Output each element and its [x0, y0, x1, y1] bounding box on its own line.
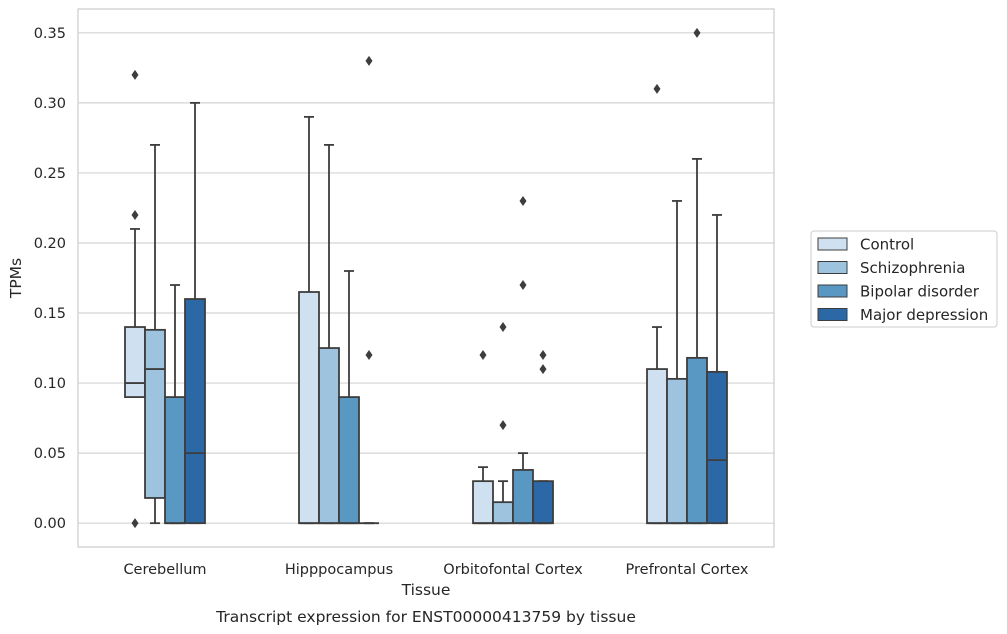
box — [666, 377, 688, 525]
box — [124, 326, 146, 398]
box-group — [532, 350, 554, 525]
outlier-point — [499, 420, 507, 431]
x-tick-label: Prefrontal Cortex — [626, 562, 749, 578]
boxes — [124, 27, 728, 529]
y-tick-label: 0.30 — [34, 96, 66, 112]
box-group — [646, 83, 668, 525]
outlier-point — [519, 195, 527, 206]
legend-swatch — [817, 308, 848, 321]
legend-label: Schizophrenia — [860, 259, 965, 277]
outlier-point — [653, 83, 661, 94]
box-group — [492, 322, 514, 525]
y-tick-labels: 0.00 0.05 0.10 0.15 0.20 0.25 0.30 0.35 — [34, 26, 66, 532]
box-group — [512, 195, 534, 525]
box — [338, 396, 360, 525]
outlier-point — [365, 55, 373, 66]
y-axis-label: TPMs — [7, 258, 25, 299]
box — [706, 370, 728, 525]
outlier-point — [539, 350, 547, 361]
box-group — [359, 55, 379, 525]
outlier-point — [131, 209, 139, 220]
y-tick-label: 0.35 — [34, 26, 66, 42]
box — [472, 480, 494, 525]
box — [512, 469, 534, 525]
box-group — [472, 350, 494, 525]
outlier-point — [365, 350, 373, 361]
box — [298, 291, 320, 525]
outlier-point — [479, 350, 487, 361]
box-group — [184, 101, 206, 525]
box-group — [338, 270, 360, 525]
box — [184, 298, 206, 525]
y-tick-label: 0.20 — [34, 236, 66, 252]
x-axis-label: Tissue — [401, 581, 451, 599]
outlier-point — [131, 69, 139, 80]
legend-label: Control — [860, 236, 914, 254]
legend-swatch — [817, 261, 848, 274]
plot-frame — [77, 8, 775, 548]
outlier-point — [519, 280, 527, 291]
box — [686, 356, 708, 525]
y-tick-label: 0.15 — [34, 306, 66, 322]
outlier-point — [693, 27, 701, 38]
outlier-point — [131, 518, 139, 529]
legend-label: Bipolar disorder — [860, 283, 980, 301]
x-tick-labels: Cerebellum Hipppocampus Orbitofontal Corte… — [123, 562, 748, 578]
box — [164, 396, 186, 525]
box — [318, 347, 340, 525]
box-group — [706, 214, 728, 525]
box-group — [124, 69, 146, 529]
y-tick-label: 0.00 — [34, 516, 66, 532]
legend-swatch — [817, 284, 848, 298]
box-group — [686, 27, 708, 525]
box-group — [298, 115, 320, 525]
y-tick-label: 0.05 — [34, 446, 66, 462]
legend-swatch — [817, 237, 848, 251]
x-tick-label: Hipppocampus — [285, 562, 393, 578]
x-tick-label: Orbitofontal Cortex — [443, 562, 583, 578]
box — [492, 501, 514, 525]
outlier-point — [539, 364, 547, 375]
chart-caption: Transcript expression for ENST0000041375… — [215, 608, 636, 626]
box — [532, 480, 554, 525]
x-tick-label: Cerebellum — [123, 562, 206, 578]
box — [144, 328, 166, 499]
outlier-point — [499, 322, 507, 333]
box — [646, 368, 668, 525]
legend-frame — [810, 230, 998, 328]
legend-label: Major depression — [860, 306, 988, 324]
y-tick-label: 0.10 — [34, 376, 66, 392]
legend: Control Schizophrenia Bipolar disorder Majo… — [810, 230, 998, 328]
y-tick-label: 0.25 — [34, 166, 66, 182]
